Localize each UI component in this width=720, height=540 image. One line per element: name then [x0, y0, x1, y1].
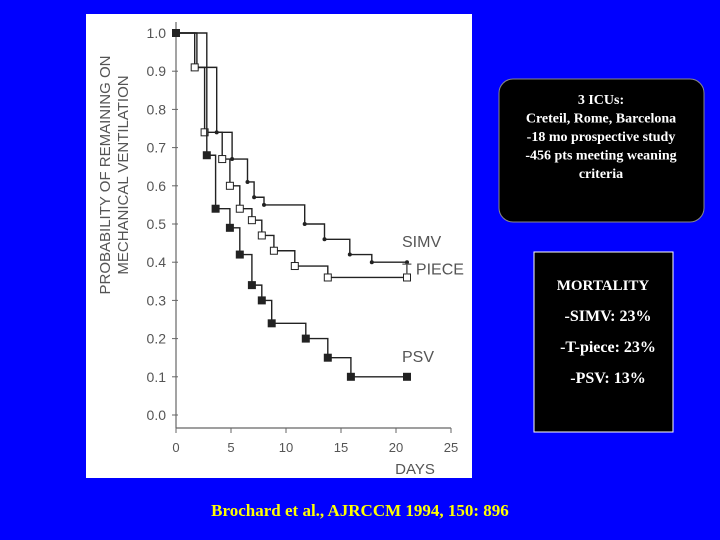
- marker: [403, 273, 411, 282]
- info-line: -18 mo prospective study: [527, 130, 676, 145]
- marker: [202, 151, 211, 160]
- y-tick-label: 0.5: [147, 216, 167, 232]
- marker: [247, 281, 256, 290]
- x-axis-label: DAYS: [395, 461, 435, 478]
- y-tick-label: 0.3: [147, 292, 167, 308]
- marker: [257, 296, 266, 305]
- marker: [252, 195, 257, 200]
- mortality-line: -PSV: 13%: [570, 370, 645, 387]
- y-tick-label: 0.7: [147, 140, 167, 156]
- marker: [235, 250, 244, 259]
- series-label: PSV: [402, 349, 434, 366]
- marker: [190, 63, 199, 72]
- citation: Brochard et al., AJRCCM 1994, 150: 896: [211, 501, 509, 520]
- y-tick-label: 0.1: [147, 369, 167, 385]
- y-axis-label: MECHANICAL VENTILATION: [115, 75, 132, 274]
- x-tick-label: 20: [389, 440, 403, 455]
- marker: [403, 372, 411, 381]
- y-tick-label: 0.4: [147, 254, 167, 270]
- marker: [347, 252, 352, 257]
- marker: [323, 353, 332, 362]
- box-texts: 3 ICUs: Creteil, Rome, Barcelona -18 mo pr…: [525, 93, 676, 387]
- info-line: criteria: [579, 167, 623, 182]
- marker: [211, 204, 220, 213]
- marker: [290, 262, 299, 271]
- info-line: 3 ICUs:: [578, 93, 624, 108]
- info-line: -456 pts meeting weaning: [525, 149, 676, 164]
- marker: [200, 128, 209, 137]
- marker: [245, 179, 250, 184]
- marker: [267, 319, 276, 328]
- info-line: Creteil, Rome, Barcelona: [526, 112, 676, 127]
- info-box: [498, 78, 705, 223]
- mortality-line: -SIMV: 23%: [565, 308, 652, 325]
- marker: [257, 231, 266, 240]
- series-label: SIMV: [402, 234, 441, 251]
- y-tick-label: 0.9: [147, 63, 167, 79]
- y-tick-label: 1.0: [147, 25, 167, 41]
- marker: [346, 372, 355, 381]
- plot: 0.0 0.1 0.2 0.3 0.4 0.5 0.6 0.7 0.8 0.9 1.0 0 5 10 15 2…: [97, 25, 464, 478]
- marker: [323, 273, 332, 282]
- mortality-line: -T-piece: 23%: [560, 339, 656, 356]
- series-line: [176, 32, 407, 263]
- y-tick-label: 0.2: [147, 331, 167, 347]
- chart-panel: [86, 14, 472, 478]
- y-tick-label: 0.8: [147, 101, 167, 117]
- marker: [230, 157, 235, 162]
- x-tick-label: 5: [227, 440, 234, 455]
- y-axis-label: PROBABILITY OF REMAINING ON: [97, 56, 114, 295]
- marker: [218, 155, 227, 164]
- marker: [235, 204, 244, 213]
- marker: [302, 222, 307, 226]
- series-line: [176, 32, 407, 378]
- mortality-box: [533, 251, 674, 433]
- series-line: [176, 32, 407, 279]
- marker: [247, 216, 256, 225]
- marker: [405, 260, 409, 265]
- series-label: T PIECE: [402, 261, 464, 278]
- marker: [301, 334, 310, 343]
- marker: [225, 223, 234, 232]
- x-tick-label: 0: [172, 440, 179, 455]
- marker: [225, 181, 234, 190]
- x-tick-label: 10: [279, 440, 293, 455]
- marker: [269, 246, 278, 255]
- marker: [172, 29, 180, 37]
- marker: [262, 202, 266, 207]
- y-tick-label: 0.0: [147, 407, 167, 423]
- mortality-title: MORTALITY: [557, 278, 650, 294]
- y-tick-label: 0.6: [147, 178, 167, 194]
- marker: [322, 237, 327, 242]
- x-tick-label: 15: [334, 440, 348, 455]
- marker: [369, 260, 374, 265]
- x-tick-label: 25: [444, 440, 458, 455]
